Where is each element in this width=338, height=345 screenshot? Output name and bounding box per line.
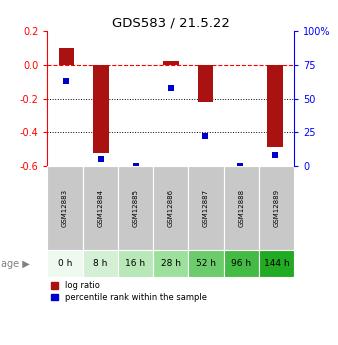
Point: [203, 134, 208, 139]
Text: 28 h: 28 h: [161, 259, 181, 268]
Bar: [259, 250, 294, 277]
Bar: [198, 65, 213, 102]
Bar: [153, 166, 188, 250]
Bar: [93, 65, 109, 152]
Text: 16 h: 16 h: [125, 259, 145, 268]
Title: GDS583 / 21.5.22: GDS583 / 21.5.22: [112, 17, 230, 30]
Bar: [118, 250, 153, 277]
Point: [98, 157, 104, 162]
Point: [272, 152, 277, 158]
Bar: [153, 250, 188, 277]
Point: [238, 163, 243, 169]
Bar: [188, 250, 223, 277]
Bar: [259, 166, 294, 250]
Text: GSM12883: GSM12883: [62, 189, 68, 227]
Point: [133, 163, 139, 169]
Text: 52 h: 52 h: [196, 259, 216, 268]
Text: GSM12884: GSM12884: [97, 189, 103, 227]
Text: GSM12889: GSM12889: [273, 189, 280, 227]
Text: 0 h: 0 h: [58, 259, 72, 268]
Text: GSM12886: GSM12886: [168, 189, 174, 227]
Bar: [47, 166, 82, 250]
Bar: [82, 250, 118, 277]
Point: [64, 78, 69, 84]
Text: 144 h: 144 h: [264, 259, 289, 268]
Text: age ▶: age ▶: [1, 258, 30, 268]
Bar: [82, 166, 118, 250]
Legend: log ratio, percentile rank within the sample: log ratio, percentile rank within the sa…: [51, 281, 207, 302]
Bar: [47, 250, 82, 277]
Text: GSM12888: GSM12888: [238, 189, 244, 227]
Point: [168, 85, 173, 90]
Bar: [58, 48, 74, 65]
Text: 8 h: 8 h: [93, 259, 107, 268]
Bar: [267, 65, 283, 148]
Bar: [223, 166, 259, 250]
Bar: [223, 250, 259, 277]
Text: GSM12885: GSM12885: [132, 189, 139, 227]
Bar: [188, 166, 223, 250]
Text: 96 h: 96 h: [231, 259, 251, 268]
Bar: [118, 166, 153, 250]
Text: GSM12887: GSM12887: [203, 189, 209, 227]
Bar: [163, 61, 178, 65]
